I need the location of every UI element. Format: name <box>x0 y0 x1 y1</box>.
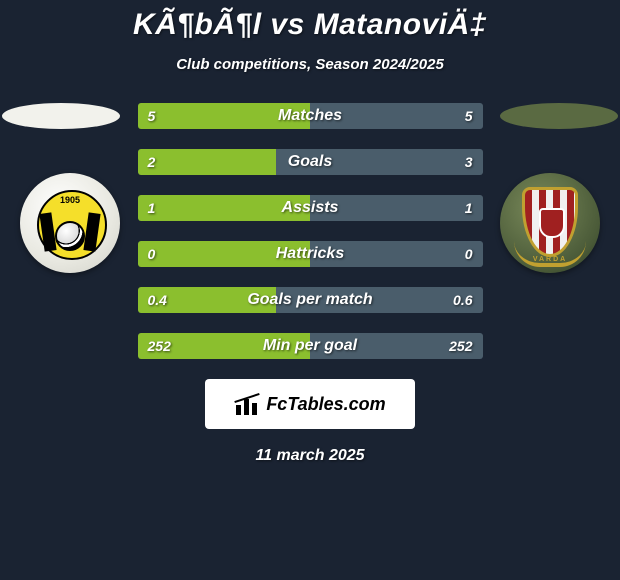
stat-value-right: 5 <box>465 103 473 129</box>
stat-value-right: 3 <box>465 149 473 175</box>
stat-label: Hattricks <box>138 241 483 267</box>
branding-text: FcTables.com <box>266 394 385 415</box>
team-right-crest: VARDA <box>500 173 600 273</box>
page-title: KÃ¶bÃ¶l vs MatanoviÄ‡ <box>0 0 620 42</box>
stat-bars: 5 Matches 5 2 Goals 3 1 Assists 1 0 Hatt… <box>138 103 483 359</box>
stats-area: VARDA 5 Matches 5 2 Goals 3 1 Assists 1 <box>0 103 620 359</box>
team-right-oval <box>500 103 618 129</box>
team-left-oval <box>2 103 120 129</box>
stat-row-goals: 2 Goals 3 <box>138 149 483 175</box>
stat-label: Min per goal <box>138 333 483 359</box>
stat-row-assists: 1 Assists 1 <box>138 195 483 221</box>
stat-label: Goals per match <box>138 287 483 313</box>
stat-row-matches: 5 Matches 5 <box>138 103 483 129</box>
chart-icon <box>234 393 260 415</box>
stat-row-goals-per-match: 0.4 Goals per match 0.6 <box>138 287 483 313</box>
stat-label: Matches <box>138 103 483 129</box>
stat-label: Goals <box>138 149 483 175</box>
page-subtitle: Club competitions, Season 2024/2025 <box>0 56 620 73</box>
team-left-crest <box>20 173 120 273</box>
footer-date: 11 march 2025 <box>0 447 620 465</box>
stat-label: Assists <box>138 195 483 221</box>
stat-value-right: 0 <box>465 241 473 267</box>
stat-value-right: 252 <box>449 333 472 359</box>
branding-logo[interactable]: FcTables.com <box>205 379 415 429</box>
stat-row-hattricks: 0 Hattricks 0 <box>138 241 483 267</box>
stat-value-right: 0.6 <box>453 287 472 313</box>
stat-row-min-per-goal: 252 Min per goal 252 <box>138 333 483 359</box>
stat-value-right: 1 <box>465 195 473 221</box>
